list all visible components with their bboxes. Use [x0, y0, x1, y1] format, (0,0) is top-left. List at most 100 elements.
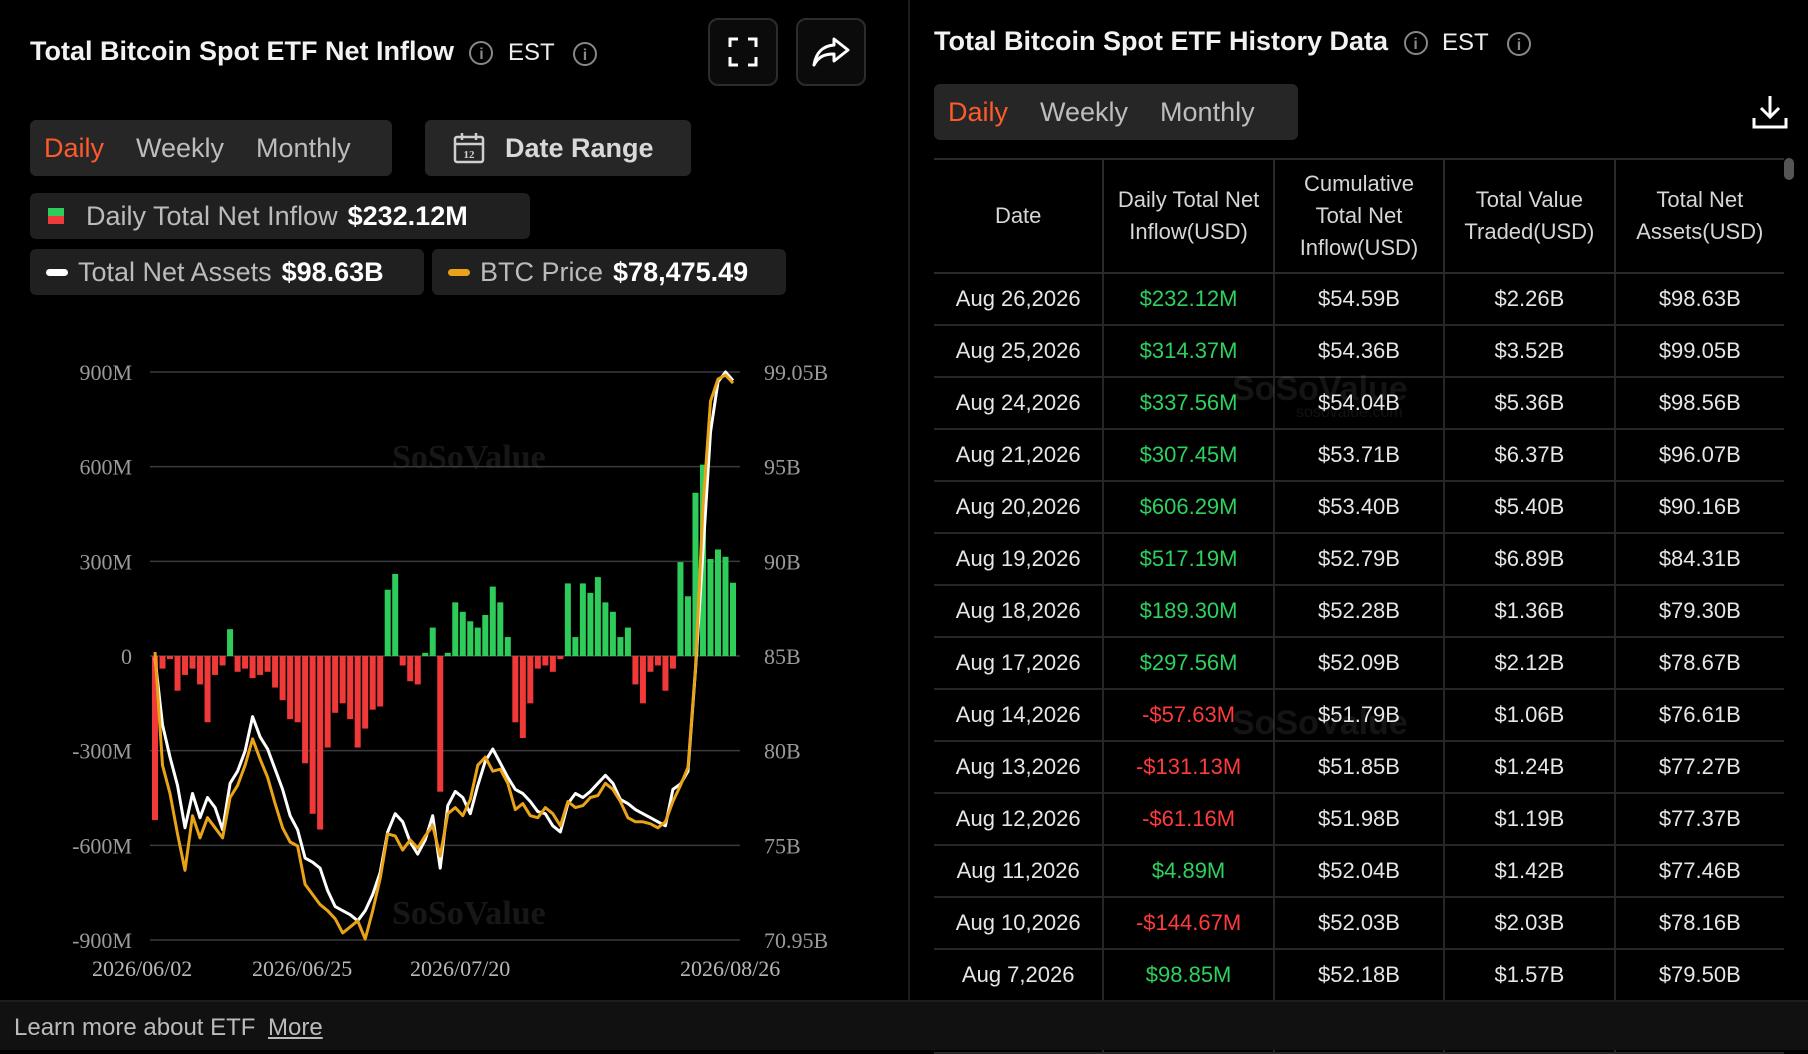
legend-inflow[interactable]: Daily Total Net Inflow $232.12M [30, 193, 530, 239]
inflow-bar[interactable] [384, 589, 391, 656]
inflow-bar[interactable] [264, 656, 271, 672]
inflow-bar[interactable] [692, 492, 699, 656]
history-tab-weekly[interactable]: Weekly [1040, 96, 1129, 127]
table-row[interactable]: Aug 20,2026 $606.29M $53.40B $5.40B $90.16B [934, 481, 1784, 534]
inflow-bar[interactable] [332, 656, 339, 713]
inflow-bar[interactable] [722, 556, 729, 656]
table-row[interactable]: Aug 13,2026 -$131.13M $51.85B $1.24B $77.27B [934, 741, 1784, 794]
inflow-bar[interactable] [174, 656, 181, 691]
inflow-bar[interactable] [489, 586, 496, 656]
inflow-bar[interactable] [257, 656, 264, 675]
inflow-bar[interactable] [594, 577, 601, 656]
table-row[interactable]: Aug 17,2026 $297.56M $52.09B $2.12B $78.67B [934, 637, 1784, 690]
inflow-bar[interactable] [309, 656, 316, 814]
history-timezone-info-icon[interactable]: i [1506, 31, 1531, 56]
col-daily-inflow[interactable]: Daily Total Net Inflow(USD) [1103, 158, 1275, 274]
table-row[interactable]: Aug 11,2026 $4.89M $52.04B $1.42B $77.46B [934, 845, 1784, 898]
inflow-bar[interactable] [504, 637, 511, 656]
inflow-bar[interactable] [482, 614, 489, 656]
inflow-bar[interactable] [377, 656, 384, 707]
inflow-bar[interactable] [512, 656, 519, 723]
inflow-bar[interactable] [167, 656, 174, 660]
table-row[interactable]: Aug 26,2026 $232.12M $54.59B $2.26B $98.63B [934, 273, 1784, 326]
inflow-bar[interactable] [497, 602, 504, 656]
inflow-bar[interactable] [647, 656, 654, 672]
inflow-bar[interactable] [557, 656, 564, 660]
legend-assets[interactable]: Total Net Assets $98.63B [30, 249, 424, 295]
inflow-bar[interactable] [467, 621, 474, 656]
inflow-bar[interactable] [369, 656, 376, 710]
inflow-bar[interactable] [519, 656, 526, 739]
inflow-bar[interactable] [564, 583, 571, 656]
inflow-bar[interactable] [354, 656, 361, 748]
inflow-bar[interactable] [572, 637, 579, 656]
inflow-bar[interactable] [317, 656, 324, 830]
more-link[interactable]: More [268, 1014, 323, 1041]
inflow-bar[interactable] [624, 627, 631, 656]
history-tab-daily[interactable]: Daily [948, 96, 1009, 127]
inflow-bar[interactable] [287, 656, 294, 720]
tab-monthly[interactable]: Monthly [256, 132, 351, 163]
inflow-bar[interactable] [407, 656, 414, 682]
inflow-bar[interactable] [474, 627, 481, 656]
inflow-bar[interactable] [212, 656, 219, 675]
legend-btc[interactable]: BTC Price $78,475.49 [432, 249, 786, 295]
inflow-bar[interactable] [234, 656, 241, 672]
inflow-bar[interactable] [242, 656, 249, 669]
inflow-bar[interactable] [549, 656, 556, 672]
inflow-bar[interactable] [669, 656, 676, 669]
download-icon[interactable] [1750, 92, 1790, 132]
col-value-traded[interactable]: Total Value Traded(USD) [1444, 158, 1616, 274]
timezone-info-icon[interactable]: i [572, 41, 597, 66]
inflow-bar[interactable] [662, 656, 669, 691]
inflow-bar[interactable] [452, 602, 459, 656]
inflow-bar[interactable] [159, 656, 166, 669]
inflow-bar[interactable] [444, 652, 451, 656]
inflow-bar[interactable] [632, 656, 639, 685]
inflow-bar[interactable] [654, 656, 661, 666]
inflow-bar[interactable] [399, 656, 406, 666]
inflow-bar[interactable] [617, 637, 624, 656]
inflow-bar[interactable] [677, 562, 684, 656]
inflow-bar[interactable] [324, 656, 331, 748]
inflow-bar[interactable] [272, 656, 279, 688]
info-icon[interactable]: i [469, 40, 494, 65]
inflow-bar[interactable] [684, 596, 691, 656]
table-row[interactable]: Aug 25,2026 $314.37M $54.36B $3.52B $99.05B [934, 325, 1784, 378]
tab-weekly[interactable]: Weekly [136, 132, 225, 163]
inflow-bar[interactable] [152, 656, 158, 821]
table-row[interactable]: Aug 7,2026 $98.85M $52.18B $1.57B $79.50B [934, 949, 1784, 1002]
inflow-bar[interactable] [347, 656, 354, 720]
inflow-bar[interactable] [422, 652, 429, 656]
btc-price-line[interactable] [153, 373, 735, 941]
inflow-bar[interactable] [730, 582, 736, 656]
inflow-bar[interactable] [182, 656, 189, 675]
inflow-bar[interactable] [707, 558, 714, 656]
history-tab-monthly[interactable]: Monthly [1160, 96, 1255, 127]
inflow-bar[interactable] [249, 656, 256, 679]
table-row[interactable]: Aug 19,2026 $517.19M $52.79B $6.89B $84.31B [934, 533, 1784, 586]
inflow-bar[interactable] [579, 583, 586, 656]
inflow-bar[interactable] [279, 656, 286, 701]
table-row[interactable]: Aug 14,2026 -$57.63M $51.79B $1.06B $76.61B [934, 689, 1784, 742]
inflow-bar[interactable] [459, 611, 466, 656]
table-row[interactable]: Aug 21,2026 $307.45M $53.71B $6.37B $96.07B [934, 429, 1784, 482]
inflow-bar[interactable] [302, 656, 309, 764]
history-info-icon[interactable]: i [1403, 30, 1428, 55]
share-button[interactable] [796, 18, 866, 86]
inflow-bar[interactable] [219, 656, 226, 666]
date-range-button[interactable]: 12 Date Range [425, 120, 691, 176]
inflow-bar[interactable] [189, 656, 196, 669]
tab-daily[interactable]: Daily [44, 132, 105, 163]
col-net-assets[interactable]: Total Net Assets(USD) [1614, 158, 1784, 274]
table-row[interactable]: Aug 24,2026 $337.56M $54.04B $5.36B $98.56B [934, 377, 1784, 430]
inflow-bar[interactable] [527, 656, 534, 704]
inflow-bar[interactable] [362, 656, 369, 729]
inflow-bar[interactable] [392, 573, 399, 656]
inflow-bar[interactable] [542, 656, 549, 666]
inflow-bar[interactable] [429, 627, 436, 656]
inflow-bar[interactable] [227, 629, 234, 656]
table-row[interactable]: Aug 10,2026 -$144.67M $52.03B $2.03B $78.16B [934, 897, 1784, 950]
inflow-bar[interactable] [587, 592, 594, 656]
col-date[interactable]: Date [934, 158, 1105, 274]
